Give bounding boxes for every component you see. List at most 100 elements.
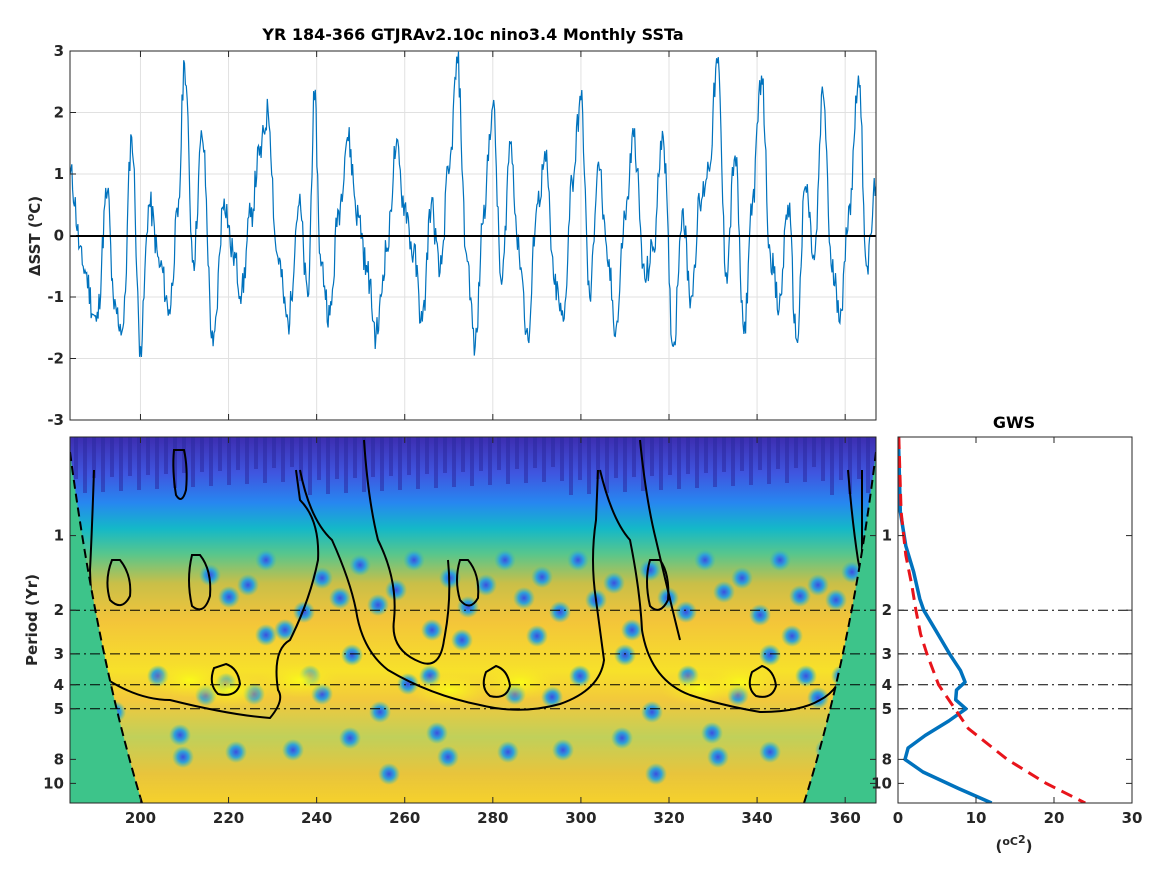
wavelet-power-low-spot — [707, 746, 729, 768]
wavelet-ytick-label: 2 — [54, 601, 64, 619]
wavelet-spike — [812, 437, 816, 467]
wavelet-spike — [344, 437, 348, 493]
timeseries-line-group — [70, 51, 876, 358]
gws-reference-lines — [898, 609, 1132, 710]
wavelet-spike — [767, 437, 771, 484]
wavelet-power-low-spot — [255, 624, 277, 646]
wavelet-power-low-spot — [341, 644, 363, 666]
gws-ytick-label: 4 — [882, 676, 892, 694]
wavelet-background — [70, 437, 876, 803]
wavelet-spike — [488, 437, 492, 485]
gws-xtick-label: 30 — [1122, 809, 1143, 827]
wavelet-power-low-spot — [282, 739, 304, 761]
wavelet-power-low-spot — [549, 601, 571, 623]
wavelet-power-low-spot — [713, 581, 735, 603]
wavelet-spike — [200, 437, 204, 472]
wavelet-power-low-spot — [694, 549, 716, 571]
significance-contour — [646, 559, 670, 611]
wavelet-ytick-label: 3 — [54, 645, 64, 663]
wavelet-power-low-spot — [475, 574, 497, 596]
gws-ytick-label: 8 — [882, 750, 892, 768]
wavelet-spike — [785, 437, 789, 483]
wavelet-power-low-spot — [329, 587, 351, 609]
wavelet-spike — [479, 437, 483, 471]
significance-contour — [456, 559, 480, 607]
wavelet-power-low-spot — [451, 629, 473, 651]
wavelet-spike — [218, 437, 222, 471]
gws-ytick-label: 3 — [882, 645, 892, 663]
wavelet-power-high-spot — [190, 672, 270, 708]
wavelet-spike — [623, 437, 627, 492]
wavelet-power-low-spot — [169, 724, 191, 746]
wavelet-power-low-spot — [339, 727, 361, 749]
wavelet-power-low-spot — [781, 625, 803, 647]
timeseries-ytick-label: 0 — [54, 227, 64, 245]
wavelet-spike — [407, 437, 411, 475]
wavelet-power-low-spot — [369, 701, 391, 723]
gws-spectrum-line — [898, 437, 993, 803]
wavelet-power-low-spot — [367, 594, 389, 616]
wavelet-power-low-spot — [611, 727, 633, 749]
wavelet-power-low-spot — [603, 572, 625, 594]
wavelet-spike — [578, 437, 582, 480]
wavelet-spike — [551, 437, 555, 467]
wavelet-power-high-spot — [700, 664, 780, 700]
wavelet-power-low-spot — [255, 549, 277, 571]
wavelet-power-low-spot — [639, 559, 661, 581]
gws-ytick-label: 5 — [882, 700, 892, 718]
wavelet-xtick-label: 280 — [477, 809, 508, 827]
wavelet-power-low-spot — [769, 549, 791, 571]
timeseries-ytick-label: -3 — [47, 411, 64, 429]
wavelet-spike — [326, 437, 330, 494]
wavelet-spike — [227, 437, 231, 485]
wavelet-spike — [101, 437, 105, 492]
gws-axes-box — [897, 436, 1133, 804]
wavelet-spike — [533, 437, 537, 468]
wavelet-power-low-spot — [795, 665, 817, 687]
wavelet-spike — [236, 437, 240, 470]
wavelet-spike — [686, 437, 690, 474]
cone-of-influence-left — [70, 452, 142, 803]
wavelet-power-low-spot — [385, 579, 407, 601]
wavelet-ytick-label: 8 — [54, 750, 64, 768]
wavelet-spike — [632, 437, 636, 477]
sst-timeseries-panel: YR 184-366 GTJRAv2.10c nino3.4 Monthly S… — [24, 25, 877, 429]
timeseries-ytick-label: 3 — [54, 42, 64, 60]
wavelet-spike — [398, 437, 402, 490]
wavelet-spike — [308, 437, 312, 495]
wavelet-spike — [83, 437, 87, 493]
wavelet-reference-lines — [70, 609, 876, 710]
wavelet-axes-box — [69, 436, 877, 804]
wavelet-spike — [209, 437, 213, 486]
wavelet-spike — [281, 437, 285, 482]
gws-series-group — [898, 437, 1086, 803]
wavelet-power-low-spot — [293, 601, 315, 623]
wavelet-power-low-spot — [645, 763, 667, 785]
wavelet-spike — [299, 437, 303, 481]
gws-axes-background — [898, 437, 1132, 803]
significance-contour — [106, 559, 132, 607]
wavelet-xtick-label: 240 — [301, 809, 332, 827]
wavelet-spike — [722, 437, 726, 472]
wavelet-spike — [776, 437, 780, 469]
wavelet-power-low-spot — [641, 701, 663, 723]
wavelet-spike — [434, 437, 438, 488]
wavelet-power-low-spot — [426, 722, 448, 744]
wavelet-spike — [191, 437, 195, 487]
timeseries-ytick-label: 2 — [54, 104, 64, 122]
timeseries-ytick-label: -1 — [47, 288, 64, 306]
significance-contour — [748, 664, 778, 698]
wavelet-power-low-spot — [731, 567, 753, 589]
wavelet-spike — [803, 437, 807, 482]
wavelet-power-low-spot — [494, 549, 516, 571]
wavelet-power-high-spot — [260, 662, 340, 698]
wavelet-power-low-spot — [349, 554, 371, 576]
significance-contour — [172, 449, 188, 500]
wavelet-power-low-spot — [526, 625, 548, 647]
wavelet-spike — [74, 437, 78, 479]
wavelet-spike — [524, 437, 528, 483]
wavelet-spike — [650, 437, 654, 476]
wavelet-spike — [164, 437, 168, 474]
timeseries-ticks: -3 -2 -1 0 1 2 3 — [47, 42, 846, 429]
